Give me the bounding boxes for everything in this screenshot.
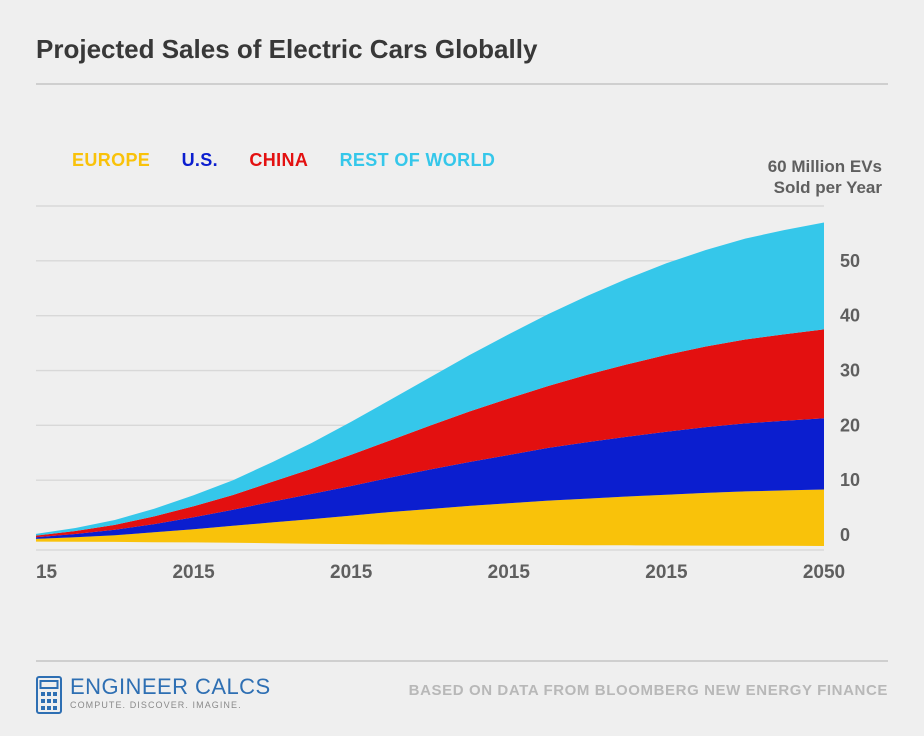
brand-text: ENGINEER CALCS COMPUTE. DISCOVER. IMAGIN… bbox=[70, 676, 271, 710]
y-axis-annotation-line2: Sold per Year bbox=[768, 177, 882, 198]
divider-top bbox=[36, 83, 888, 85]
divider-bottom bbox=[36, 660, 888, 662]
brand-name-a: ENGINEER bbox=[70, 674, 188, 699]
svg-text:0: 0 bbox=[840, 525, 850, 545]
source-text: BASED ON DATA FROM BLOOMBERG NEW ENERGY … bbox=[409, 676, 888, 699]
legend-item-china: CHINA bbox=[249, 150, 308, 170]
svg-text:2015: 2015 bbox=[645, 562, 688, 583]
svg-text:2015: 2015 bbox=[488, 562, 531, 583]
legend-item-us: U.S. bbox=[182, 150, 218, 170]
brand-tagline: COMPUTE. DISCOVER. IMAGINE. bbox=[70, 701, 271, 710]
svg-text:2015: 2015 bbox=[36, 562, 58, 583]
legend-item-europe: EUROPE bbox=[72, 150, 150, 170]
svg-text:2050: 2050 bbox=[803, 562, 845, 583]
legend-item-rest: REST OF WORLD bbox=[340, 150, 496, 170]
footer-row: ENGINEER CALCS COMPUTE. DISCOVER. IMAGIN… bbox=[36, 676, 888, 714]
brand-name-b: CALCS bbox=[195, 674, 271, 699]
footer: ENGINEER CALCS COMPUTE. DISCOVER. IMAGIN… bbox=[36, 660, 888, 714]
legend: EUROPE U.S. CHINA REST OF WORLD bbox=[72, 150, 521, 171]
svg-text:10: 10 bbox=[840, 470, 860, 490]
page: Projected Sales of Electric Cars Globall… bbox=[0, 0, 924, 736]
chart-svg: 0 10 20 30 40 50 2015 2015 2015 2015 2015 2050 bbox=[36, 200, 888, 616]
svg-text:50: 50 bbox=[840, 251, 860, 271]
svg-text:40: 40 bbox=[840, 306, 860, 326]
brand-name: ENGINEER CALCS bbox=[70, 676, 271, 698]
chart-title: Projected Sales of Electric Cars Globall… bbox=[36, 34, 888, 65]
svg-text:2015: 2015 bbox=[330, 562, 373, 583]
svg-text:30: 30 bbox=[840, 361, 860, 381]
calculator-icon bbox=[36, 676, 62, 714]
y-axis-annotation: 60 Million EVs Sold per Year bbox=[768, 156, 882, 199]
brand: ENGINEER CALCS COMPUTE. DISCOVER. IMAGIN… bbox=[36, 676, 271, 714]
y-axis-annotation-line1: 60 Million EVs bbox=[768, 156, 882, 177]
svg-text:20: 20 bbox=[840, 415, 860, 435]
chart: 0 10 20 30 40 50 2015 2015 2015 2015 2015 2050 bbox=[36, 200, 888, 616]
svg-text:2015: 2015 bbox=[172, 562, 215, 583]
